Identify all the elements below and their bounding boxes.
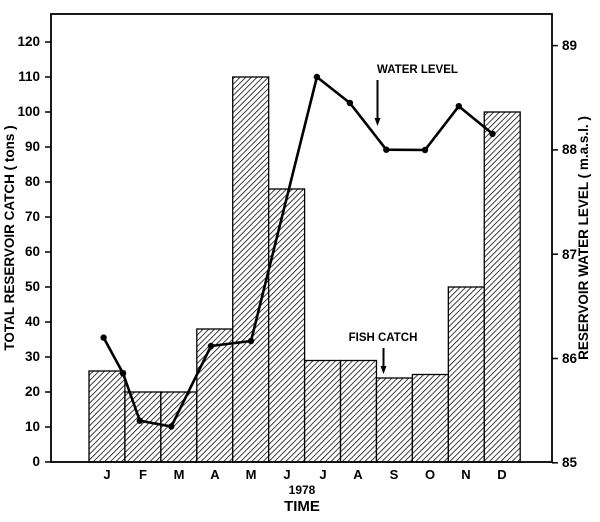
svg-text:80: 80 [25, 174, 40, 189]
svg-text:O: O [425, 467, 435, 482]
svg-text:J: J [103, 467, 110, 482]
svg-text:D: D [497, 467, 506, 482]
svg-text:N: N [461, 467, 470, 482]
svg-text:50: 50 [25, 279, 40, 294]
svg-text:M: M [174, 467, 185, 482]
svg-text:TIME: TIME [284, 498, 320, 515]
svg-text:WATER LEVEL: WATER LEVEL [377, 64, 458, 76]
svg-text:J: J [319, 467, 326, 482]
svg-text:89: 89 [562, 38, 577, 53]
svg-text:10: 10 [25, 419, 40, 434]
svg-text:120: 120 [17, 34, 40, 49]
svg-text:70: 70 [25, 209, 40, 224]
svg-text:40: 40 [25, 314, 40, 329]
svg-text:RESERVOIR WATER LEVEL ( m.a.s.: RESERVOIR WATER LEVEL ( m.a.s.l. ) [576, 116, 591, 360]
svg-text:1978: 1978 [289, 483, 316, 497]
svg-text:FISH CATCH: FISH CATCH [349, 332, 418, 344]
svg-text:20: 20 [25, 384, 40, 399]
svg-text:87: 87 [562, 247, 577, 262]
svg-text:90: 90 [25, 139, 40, 154]
svg-text:110: 110 [18, 69, 40, 84]
svg-text:J: J [283, 467, 290, 482]
svg-text:A: A [353, 467, 363, 482]
svg-text:0: 0 [32, 454, 40, 469]
svg-text:A: A [210, 467, 220, 482]
svg-text:M: M [246, 467, 257, 482]
svg-text:60: 60 [25, 244, 40, 259]
svg-text:S: S [390, 467, 399, 482]
svg-text:F: F [139, 467, 147, 482]
svg-text:TOTAL RESERVOIR CATCH ( tons ): TOTAL RESERVOIR CATCH ( tons ) [2, 125, 17, 350]
svg-text:100: 100 [17, 104, 40, 119]
svg-text:30: 30 [25, 349, 40, 364]
svg-text:85: 85 [562, 455, 578, 470]
